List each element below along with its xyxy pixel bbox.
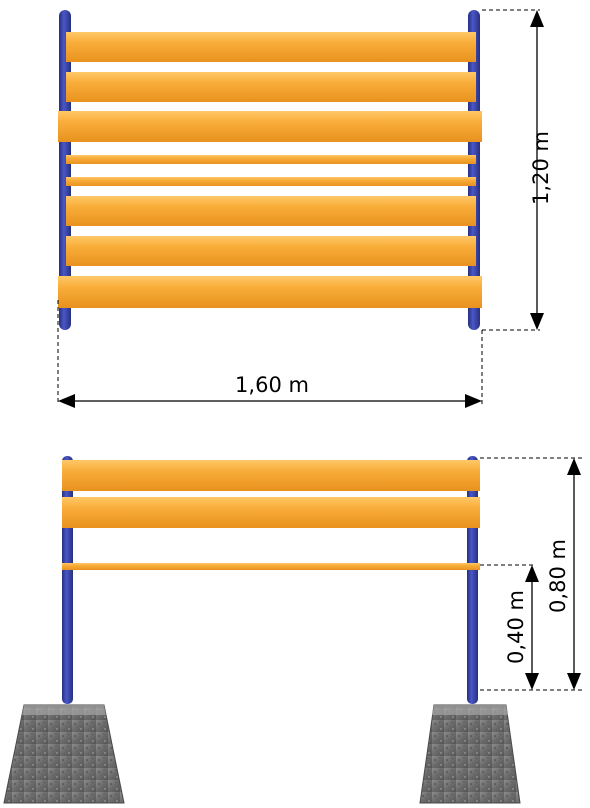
rail-height-label: 0,40 m xyxy=(504,590,528,664)
board xyxy=(66,155,476,164)
total-height-dimension-arrow xyxy=(567,458,581,690)
board xyxy=(58,111,482,142)
front-view: 0,80 m 0,40 m xyxy=(3,456,584,804)
board xyxy=(58,276,482,308)
total-height-label: 0,80 m xyxy=(546,539,570,613)
front-rail xyxy=(62,563,480,570)
front-left-post xyxy=(62,456,73,704)
height-label: 1,20 m xyxy=(529,131,553,205)
left-concrete-base xyxy=(3,704,125,804)
board xyxy=(66,177,476,186)
board xyxy=(66,72,476,102)
board xyxy=(66,236,476,266)
width-dimension-arrow xyxy=(58,394,482,408)
front-board-middle xyxy=(62,497,480,528)
front-board-top xyxy=(62,460,480,491)
width-label: 1,60 m xyxy=(235,373,309,397)
top-boards xyxy=(58,32,482,308)
rail-height-dimension-arrow xyxy=(525,565,539,690)
board xyxy=(66,196,476,226)
right-concrete-base xyxy=(419,704,521,804)
front-right-post xyxy=(467,456,478,704)
board xyxy=(66,32,476,62)
top-view: 1,20 m 1,60 m xyxy=(57,9,553,408)
height-dimension-arrow xyxy=(530,10,544,330)
